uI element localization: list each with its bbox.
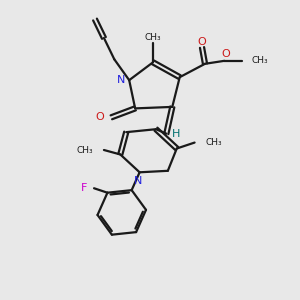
Text: O: O [95, 112, 104, 122]
Text: O: O [221, 49, 230, 59]
Text: CH₃: CH₃ [76, 146, 93, 154]
Text: N: N [117, 75, 125, 85]
Text: H: H [172, 129, 180, 139]
Text: N: N [134, 176, 142, 186]
Text: F: F [81, 183, 88, 193]
Text: O: O [198, 37, 206, 46]
Text: CH₃: CH₃ [252, 56, 268, 65]
Text: CH₃: CH₃ [206, 138, 222, 147]
Text: CH₃: CH₃ [145, 33, 161, 42]
